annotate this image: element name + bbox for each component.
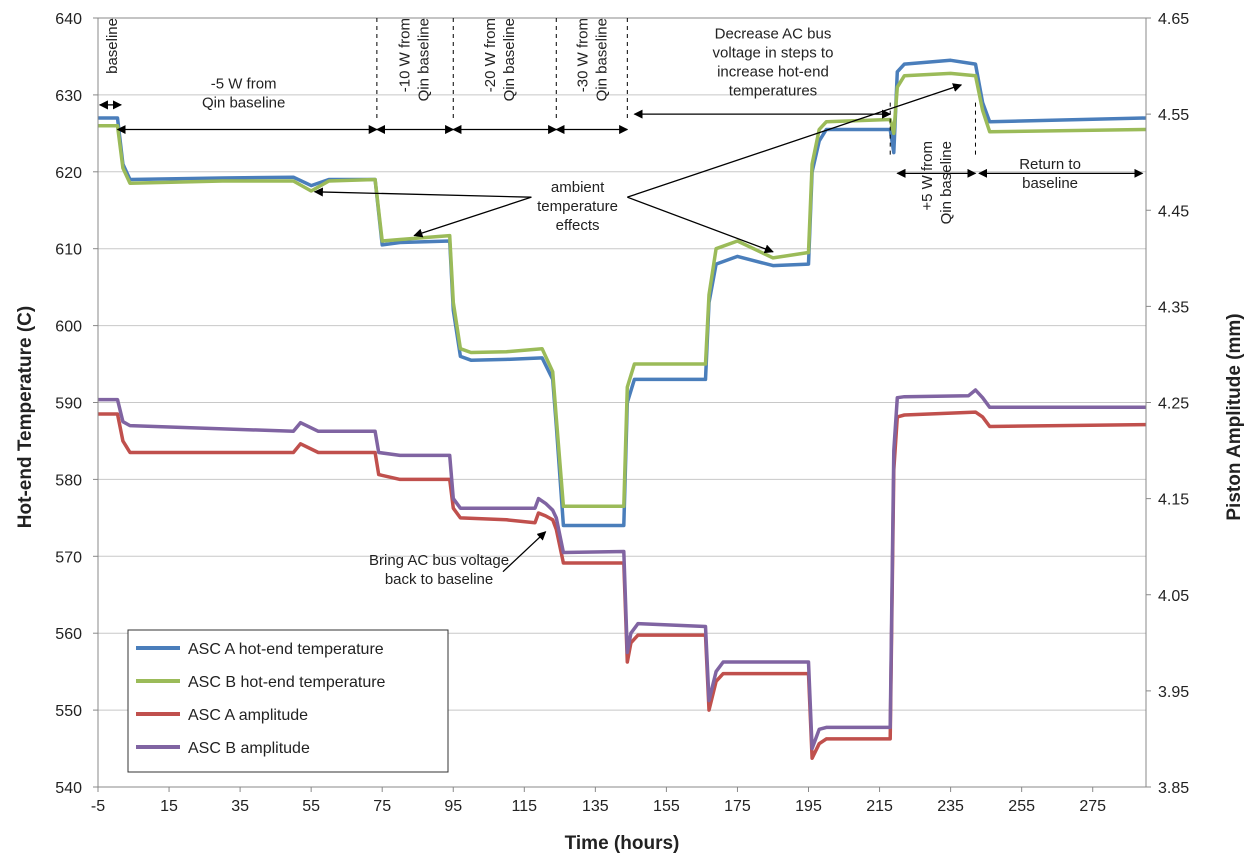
y-tick-label: 610 xyxy=(55,242,82,259)
annotation-text: Decrease AC bus xyxy=(715,25,832,42)
arrow-ambient-4 xyxy=(627,83,963,198)
annotation-text: voltage in steps to xyxy=(713,44,834,61)
y2-tick-label: 4.65 xyxy=(1158,11,1189,28)
x-tick-label: 75 xyxy=(373,798,391,815)
y-axis-title: Hot-end Temperature (C) xyxy=(15,306,36,528)
annotation-text: back to baseline xyxy=(385,571,493,588)
series-line-3 xyxy=(98,388,1146,751)
x-tick-label: 215 xyxy=(866,798,893,815)
x-tick-label: 15 xyxy=(160,798,178,815)
y2-axis-title: Piston Amplitude (mm) xyxy=(1224,313,1245,520)
annotation-text: effects xyxy=(556,217,600,234)
axes xyxy=(93,17,1151,792)
y2-tick-label: 4.05 xyxy=(1158,588,1189,605)
y2-tick-label: 4.25 xyxy=(1158,396,1189,413)
y2-tick-label: 4.15 xyxy=(1158,492,1189,509)
annotation-text: baseline xyxy=(104,18,121,74)
annotation-2: -10 W from Qin baseline xyxy=(397,18,433,101)
annotation-text: +5 W from xyxy=(919,141,936,211)
x-tick-label: 155 xyxy=(653,798,680,815)
annotation-text: increase hot-end xyxy=(717,63,829,80)
annotation-text: temperature xyxy=(537,198,618,215)
y-tick-label: 600 xyxy=(55,319,82,336)
annotation-text: Qin baseline xyxy=(593,18,610,101)
annotation-3: -20 W from Qin baseline xyxy=(482,18,518,101)
x-tick-label: 95 xyxy=(444,798,462,815)
annotation-text: -20 W from xyxy=(482,18,499,92)
annotation-text: ambient xyxy=(551,179,605,196)
annotation-text: Qin baseline xyxy=(501,18,518,101)
x-tick-label: -5 xyxy=(91,798,105,815)
legend-label-asc-a-temp: ASC A hot-end temperature xyxy=(188,641,384,658)
annotation-text: temperatures xyxy=(729,82,817,99)
y2-tick-label: 4.55 xyxy=(1158,107,1189,124)
arrow-bring-ac-bus xyxy=(502,531,547,573)
annotation-text: Return to xyxy=(1019,156,1081,173)
x-axis-title: Time (hours) xyxy=(565,833,680,854)
annotation-text: Qin baseline xyxy=(938,141,955,224)
y2-tick-label: 3.95 xyxy=(1158,684,1189,701)
annotation-text: -5 W from xyxy=(211,75,277,92)
y2-tick-label: 4.45 xyxy=(1158,203,1189,220)
legend: ASC A hot-end temperature ASC B hot-end … xyxy=(127,629,449,773)
y-tick-labels: 540 550 560 570 580 590 600 610 620 630 640 xyxy=(55,11,82,797)
x-tick-labels: -5 15 35 55 75 95 115 135 155 175 195 215 235 255 275 xyxy=(91,798,1106,815)
arrow-ambient-3 xyxy=(627,196,774,254)
x-tick-label: 175 xyxy=(724,798,751,815)
annotation-7: +5 W from Qin baseline xyxy=(919,141,955,224)
annotation-text: -30 W from xyxy=(574,18,591,92)
series-line-1 xyxy=(98,71,1147,509)
y-tick-label: 630 xyxy=(55,88,82,105)
y2-tick-labels: 3.85 3.95 4.05 4.15 4.25 4.35 4.45 4.55 4.65 xyxy=(1158,11,1189,797)
legend-label-asc-b-temp: ASC B hot-end temperature xyxy=(188,674,386,691)
y-tick-label: 620 xyxy=(55,165,82,182)
x-tick-label: 255 xyxy=(1008,798,1035,815)
annotation-text: -10 W from xyxy=(397,18,414,92)
y-tick-label: 550 xyxy=(55,703,82,720)
arrow-ambient-2 xyxy=(413,196,532,238)
y-tick-label: 570 xyxy=(55,549,82,566)
y-tick-label: 640 xyxy=(55,11,82,28)
series-lines xyxy=(98,58,1147,760)
y2-tick-label: 3.85 xyxy=(1158,780,1189,797)
x-tick-label: 35 xyxy=(231,798,249,815)
y2-tick-label: 4.35 xyxy=(1158,299,1189,316)
x-tick-label: 275 xyxy=(1079,798,1106,815)
legend-label-asc-b-amp: ASC B amplitude xyxy=(188,740,310,757)
x-tick-label: 195 xyxy=(795,798,822,815)
annotation-text: Bring AC bus voltage xyxy=(369,552,509,569)
y-tick-label: 590 xyxy=(55,396,82,413)
annotation-text: Qin baseline xyxy=(202,94,285,111)
legend-label-asc-a-amp: ASC A amplitude xyxy=(188,707,308,724)
x-tick-label: 115 xyxy=(512,798,538,815)
y-tick-label: 540 xyxy=(55,780,82,797)
y-tick-label: 560 xyxy=(55,626,82,643)
x-tick-label: 55 xyxy=(302,798,320,815)
annotation-0: baseline xyxy=(104,18,121,74)
annotation-arrows xyxy=(98,18,1144,573)
annotation-text: baseline xyxy=(1022,175,1078,192)
x-tick-label: 235 xyxy=(937,798,964,815)
x-tick-label: 135 xyxy=(582,798,609,815)
y-tick-label: 580 xyxy=(55,472,82,489)
annotation-text: Qin baseline xyxy=(416,18,433,101)
legend-box xyxy=(127,629,449,773)
annotation-4: -30 W from Qin baseline xyxy=(574,18,610,101)
arrow-ambient-1 xyxy=(313,187,532,198)
